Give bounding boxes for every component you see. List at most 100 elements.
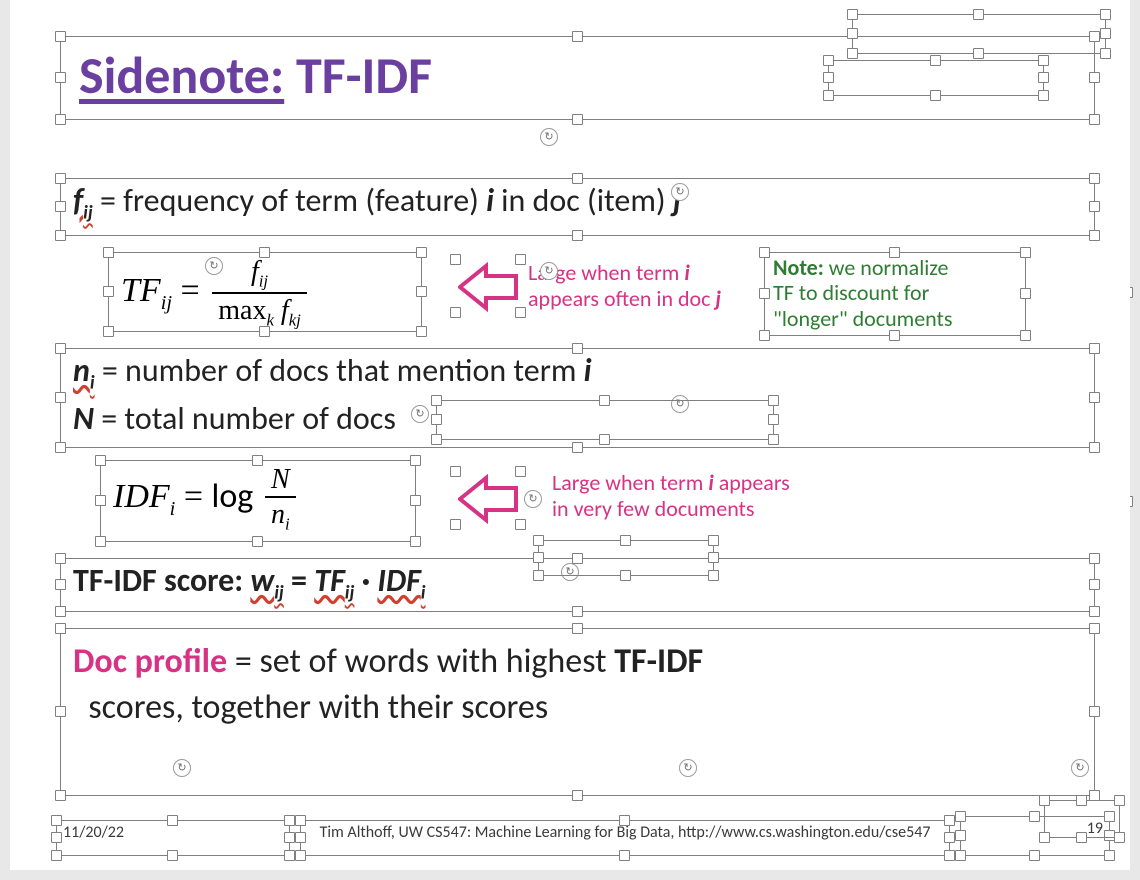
resize-handle[interactable] (619, 850, 630, 861)
resize-handle[interactable] (410, 495, 421, 506)
resize-handle[interactable] (410, 536, 421, 547)
resize-handle[interactable] (55, 201, 66, 212)
rotate-handle[interactable]: ↻ (411, 405, 429, 423)
resize-handle[interactable] (533, 552, 544, 563)
resize-handle[interactable] (572, 230, 583, 241)
resize-handle[interactable] (572, 114, 583, 125)
resize-handle[interactable] (955, 850, 966, 861)
resize-handle[interactable] (889, 330, 900, 341)
resize-handle[interactable] (51, 815, 62, 826)
resize-handle[interactable] (431, 395, 442, 406)
resize-handle[interactable] (1020, 330, 1031, 341)
resize-handle[interactable] (55, 706, 66, 717)
footer-date-box[interactable]: 11/20/22 (56, 820, 290, 856)
fij-textbox[interactable]: fij = frequency of term (feature) i in d… (60, 178, 1095, 236)
resize-handle[interactable] (1089, 606, 1100, 617)
resize-handle[interactable] (1114, 832, 1125, 843)
resize-handle[interactable] (768, 434, 779, 445)
resize-handle[interactable] (295, 832, 306, 843)
resize-handle[interactable] (252, 455, 263, 466)
resize-handle[interactable] (1089, 173, 1100, 184)
resize-handle[interactable] (450, 307, 461, 318)
rotate-handle[interactable]: ↻ (524, 490, 542, 508)
resize-handle[interactable] (572, 173, 583, 184)
resize-handle[interactable] (51, 850, 62, 861)
resize-handle[interactable] (55, 392, 66, 403)
footer-center-box[interactable]: Tim Althoff, UW CS547: Machine Learning … (300, 820, 950, 856)
resize-handle[interactable] (515, 466, 526, 477)
idf-formula-box[interactable]: IDFi = log Nni (100, 460, 416, 542)
resize-handle[interactable] (847, 28, 858, 39)
resize-handle[interactable] (55, 114, 66, 125)
resize-handle[interactable] (55, 442, 66, 453)
resize-handle[interactable] (1089, 623, 1100, 634)
resize-handle[interactable] (284, 815, 295, 826)
resize-handle[interactable] (768, 414, 779, 425)
resize-handle[interactable] (515, 519, 526, 530)
resize-handle[interactable] (572, 343, 583, 354)
resize-handle[interactable] (599, 395, 610, 406)
resize-handle[interactable] (55, 72, 66, 83)
resize-handle[interactable] (533, 535, 544, 546)
note-textbox[interactable]: Note: we normalize TF to discount for "l… (764, 252, 1026, 336)
resize-handle[interactable] (295, 850, 306, 861)
resize-handle[interactable] (259, 247, 270, 258)
resize-handle[interactable] (450, 254, 461, 265)
resize-handle[interactable] (103, 247, 114, 258)
resize-handle[interactable] (1089, 442, 1100, 453)
resize-handle[interactable] (1089, 706, 1100, 717)
resize-handle[interactable] (619, 815, 630, 826)
resize-handle[interactable] (1038, 90, 1049, 101)
resize-handle[interactable] (416, 326, 427, 337)
rotate-handle[interactable]: ↻ (205, 257, 223, 275)
resize-handle[interactable] (1100, 9, 1111, 20)
resize-handle[interactable] (95, 495, 106, 506)
resize-handle[interactable] (1104, 850, 1115, 861)
resize-handle[interactable] (55, 606, 66, 617)
resize-handle[interactable] (431, 434, 442, 445)
resize-handle[interactable] (572, 623, 583, 634)
resize-handle[interactable] (973, 9, 984, 20)
tf-formula-box[interactable]: TFij = fijmaxk fkj ↻ (108, 252, 422, 332)
docprofile-textbox[interactable]: Doc profile = set of words with highest … (60, 628, 1095, 796)
resize-handle[interactable] (572, 31, 583, 42)
resize-handle[interactable] (55, 790, 66, 801)
resize-handle[interactable] (930, 90, 941, 101)
resize-handle[interactable] (55, 173, 66, 184)
resize-handle[interactable] (1038, 72, 1049, 83)
rotate-handle[interactable]: ↻ (540, 128, 558, 146)
empty-textbox[interactable] (828, 60, 1044, 96)
resize-handle[interactable] (450, 519, 461, 530)
resize-handle[interactable] (955, 811, 966, 822)
resize-handle[interactable] (295, 815, 306, 826)
resize-handle[interactable] (944, 815, 955, 826)
resize-handle[interactable] (1114, 795, 1125, 806)
rotate-handle[interactable]: ↻ (540, 262, 558, 280)
empty-textbox[interactable] (538, 540, 714, 576)
resize-handle[interactable] (759, 288, 770, 299)
resize-handle[interactable] (1089, 72, 1100, 83)
resize-handle[interactable] (1089, 392, 1100, 403)
resize-handle[interactable] (1089, 343, 1100, 354)
resize-handle[interactable] (1029, 850, 1040, 861)
resize-handle[interactable] (55, 623, 66, 634)
resize-handle[interactable] (847, 48, 858, 59)
resize-handle[interactable] (1089, 201, 1100, 212)
resize-handle[interactable] (944, 832, 955, 843)
resize-handle[interactable] (955, 830, 966, 841)
resize-handle[interactable] (708, 552, 719, 563)
resize-handle[interactable] (572, 790, 583, 801)
resize-handle[interactable] (259, 326, 270, 337)
resize-handle[interactable] (252, 536, 263, 547)
resize-handle[interactable] (847, 9, 858, 20)
resize-handle[interactable] (284, 832, 295, 843)
resize-handle[interactable] (95, 536, 106, 547)
resize-handle[interactable] (167, 815, 178, 826)
rotate-handle[interactable]: ↻ (671, 183, 689, 201)
resize-handle[interactable] (759, 247, 770, 258)
resize-handle[interactable] (431, 414, 442, 425)
resize-handle[interactable] (533, 570, 544, 581)
resize-handle[interactable] (572, 442, 583, 453)
resize-handle[interactable] (572, 606, 583, 617)
resize-handle[interactable] (55, 31, 66, 42)
